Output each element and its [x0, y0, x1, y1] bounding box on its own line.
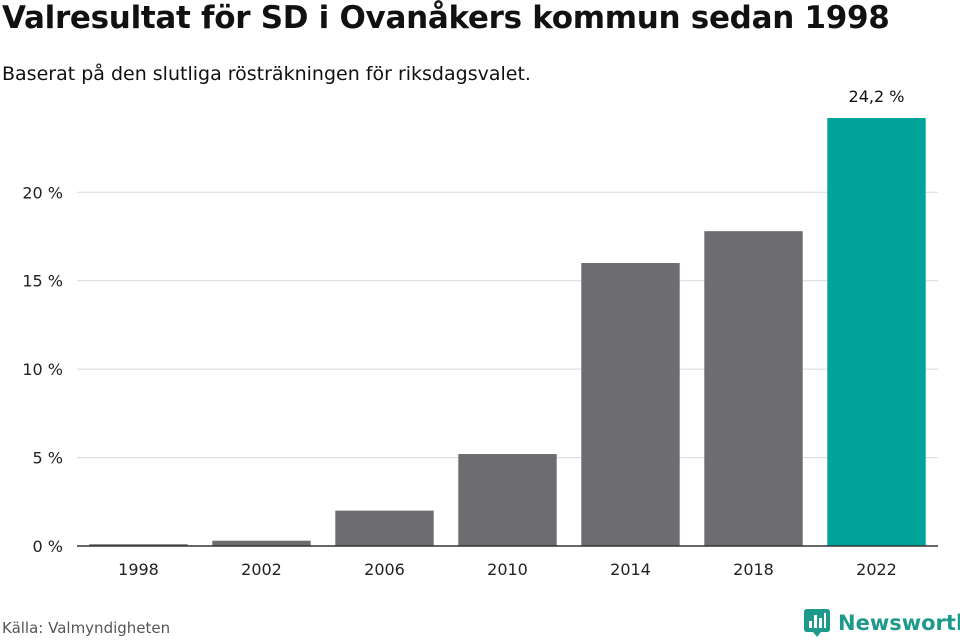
y-axis-ticks: 0 % 5 % 10 % 15 % 20 % — [22, 183, 63, 556]
grid-lines — [77, 191, 938, 459]
x-tick-label: 2006 — [364, 560, 405, 579]
y-tick-label: 20 % — [22, 183, 63, 202]
bars — [89, 118, 926, 547]
data-label: 24,2 % — [849, 87, 905, 106]
bar-1998 — [89, 544, 188, 546]
y-tick-label: 10 % — [22, 360, 63, 379]
bar-2002 — [212, 540, 311, 546]
newsworthy-logo-icon — [804, 609, 830, 637]
x-tick-label: 2010 — [487, 560, 528, 579]
bar-2006 — [335, 510, 434, 546]
brand-name: Newsworthy — [838, 611, 960, 635]
bar-chart: 0 % 5 % 10 % 15 % 20 % 1998 2002 2006 2010 2014 2… — [22, 87, 938, 579]
source-note: Källa: Valmyndigheten — [2, 619, 171, 637]
bar-2018 — [704, 231, 803, 547]
x-tick-label: 2002 — [241, 560, 282, 579]
bar-2014 — [581, 263, 680, 546]
x-tick-label: 2018 — [733, 560, 774, 579]
y-tick-label: 15 % — [22, 272, 63, 291]
chart-subtitle: Baserat på den slutliga rösträkningen fö… — [2, 63, 531, 85]
x-tick-label: 1998 — [118, 560, 159, 579]
x-tick-label: 2014 — [610, 560, 651, 579]
brand-logo: Newsworthy — [804, 608, 960, 638]
chart-title: Valresultat för SD i Ovanåkers kommun se… — [2, 0, 890, 36]
y-tick-label: 0 % — [33, 537, 63, 556]
x-tick-label: 2022 — [856, 560, 897, 579]
x-axis-ticks: 1998 2002 2006 2010 2014 2018 2022 — [118, 560, 897, 579]
bar-2022 — [827, 118, 926, 546]
bar-2010 — [458, 454, 557, 546]
data-labels: 24,2 % — [849, 87, 905, 106]
y-tick-label: 5 % — [33, 449, 63, 468]
